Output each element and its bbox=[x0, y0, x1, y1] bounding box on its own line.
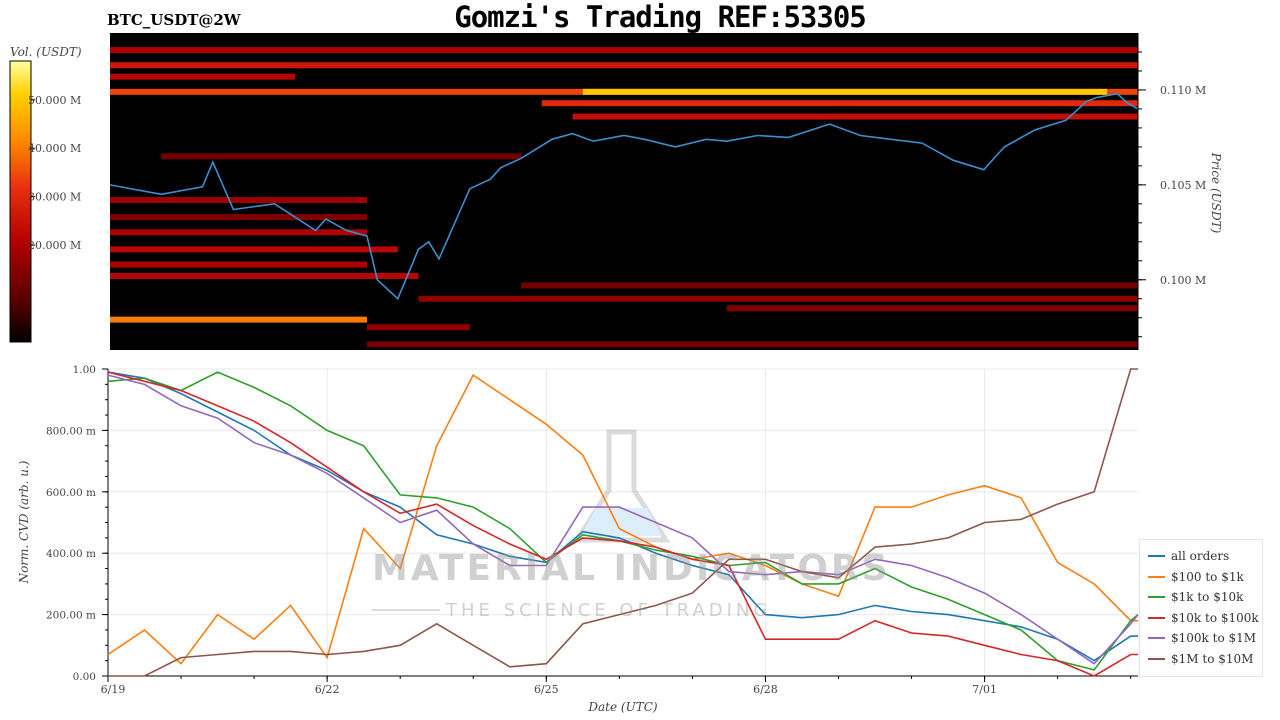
liquidity-band bbox=[418, 295, 1138, 302]
liquidity-band bbox=[110, 73, 296, 80]
liquidity-band bbox=[582, 88, 1108, 95]
x-tick-label: 6/28 bbox=[753, 683, 778, 696]
legend-entry: $10k to $100k bbox=[1148, 608, 1262, 629]
chart-title: Gomzi's Trading REF:53305 bbox=[454, 0, 867, 34]
cvd-plot-area bbox=[108, 369, 1138, 676]
legend-entry: all orders bbox=[1148, 546, 1262, 567]
legend-swatch bbox=[1148, 555, 1165, 558]
price-axis-label: Price (USDT) bbox=[1209, 152, 1223, 234]
liquidity-band bbox=[541, 100, 1138, 107]
price-tick-label: 0.100 M bbox=[1160, 274, 1206, 287]
liquidity-band bbox=[110, 47, 1138, 54]
cvd-series-line bbox=[107, 374, 1139, 665]
legend-label: $100 to $1k bbox=[1171, 569, 1244, 584]
cvd-legend: all orders $100 to $1k $1k to $10k $10k to … bbox=[1139, 539, 1263, 677]
liquidity-band bbox=[110, 272, 419, 279]
colorbar-label: Vol. (USDT) bbox=[10, 45, 82, 59]
pair-label: BTC_USDT@2W bbox=[107, 11, 241, 29]
liquidity-band bbox=[110, 62, 1138, 69]
legend-entry: $1M to $10M bbox=[1148, 649, 1262, 670]
x-axis-label: Date (UTC) bbox=[587, 700, 657, 714]
liquidity-band bbox=[110, 316, 367, 323]
legend-entry: $100k to $1M bbox=[1148, 628, 1262, 649]
liquidity-band bbox=[572, 113, 1138, 120]
x-tick-label: 6/25 bbox=[534, 683, 559, 696]
liquidity-band bbox=[110, 214, 367, 221]
x-tick-label: 6/22 bbox=[315, 683, 340, 696]
liquidity-band bbox=[367, 341, 1138, 348]
legend-label: $1k to $10k bbox=[1171, 590, 1244, 605]
flask-liquid bbox=[581, 508, 662, 536]
cvd-series-line bbox=[107, 373, 1138, 665]
legend-entry: $1k to $10k bbox=[1148, 587, 1262, 608]
liquidity-band bbox=[110, 261, 367, 268]
cvd-series-line bbox=[107, 371, 1139, 671]
legend-label: all orders bbox=[1171, 549, 1230, 564]
liquidity-band bbox=[110, 246, 398, 253]
colorbar-tick-label: 20.000 M bbox=[28, 239, 81, 252]
liquidity-band bbox=[521, 282, 1138, 289]
liquidity-band bbox=[726, 305, 1138, 312]
price-tick-label: 0.105 M bbox=[1160, 179, 1206, 192]
legend-swatch bbox=[1148, 575, 1165, 578]
liquidity-band bbox=[110, 229, 367, 236]
legend-swatch bbox=[1148, 637, 1165, 640]
colorbar-tick-label: 40.000 M bbox=[28, 142, 81, 155]
legend-swatch bbox=[1148, 596, 1165, 599]
colorbar-tick-label: 50.000 M bbox=[28, 94, 81, 107]
x-tick-label: 7/01 bbox=[972, 683, 997, 696]
y-tick-label: 200.00 m bbox=[46, 610, 96, 622]
y-tick-label: 600.00 m bbox=[46, 487, 96, 499]
y-tick-label: 800.00 m bbox=[46, 425, 96, 437]
y-axis-label: Norm. CVD (arb. u.) bbox=[17, 460, 31, 584]
y-tick-label: 1.00 bbox=[73, 364, 96, 376]
legend-swatch bbox=[1148, 616, 1165, 619]
cvd-series-line bbox=[108, 368, 1138, 677]
heatmap-background bbox=[110, 33, 1138, 350]
y-tick-label: 0.00 bbox=[73, 671, 96, 683]
legend-label: $100k to $1M bbox=[1171, 631, 1257, 646]
legend-entry: $100 to $1k bbox=[1148, 567, 1262, 588]
legend-swatch bbox=[1148, 657, 1165, 660]
liquidity-band bbox=[110, 197, 367, 204]
watermark-brand: MATERIAL INDICATORS bbox=[372, 548, 891, 589]
price-line bbox=[109, 92, 1139, 301]
flask-outline bbox=[572, 429, 671, 543]
x-tick-label: 6/19 bbox=[101, 683, 126, 696]
legend-label: $10k to $100k bbox=[1171, 610, 1259, 625]
legend-label: $1M to $10M bbox=[1171, 651, 1254, 666]
flask-icon bbox=[372, 429, 671, 611]
watermark-tagline: THE SCIENCE OF TRADING bbox=[446, 600, 772, 621]
liquidity-band bbox=[161, 153, 522, 160]
price-tick-label: 0.110 M bbox=[1160, 84, 1206, 97]
colorbar-tick-label: 30.000 M bbox=[28, 191, 81, 204]
y-tick-label: 400.00 m bbox=[46, 548, 96, 560]
cvd-series-line bbox=[107, 371, 1138, 677]
colorbar bbox=[9, 60, 32, 343]
liquidity-band bbox=[367, 324, 470, 331]
